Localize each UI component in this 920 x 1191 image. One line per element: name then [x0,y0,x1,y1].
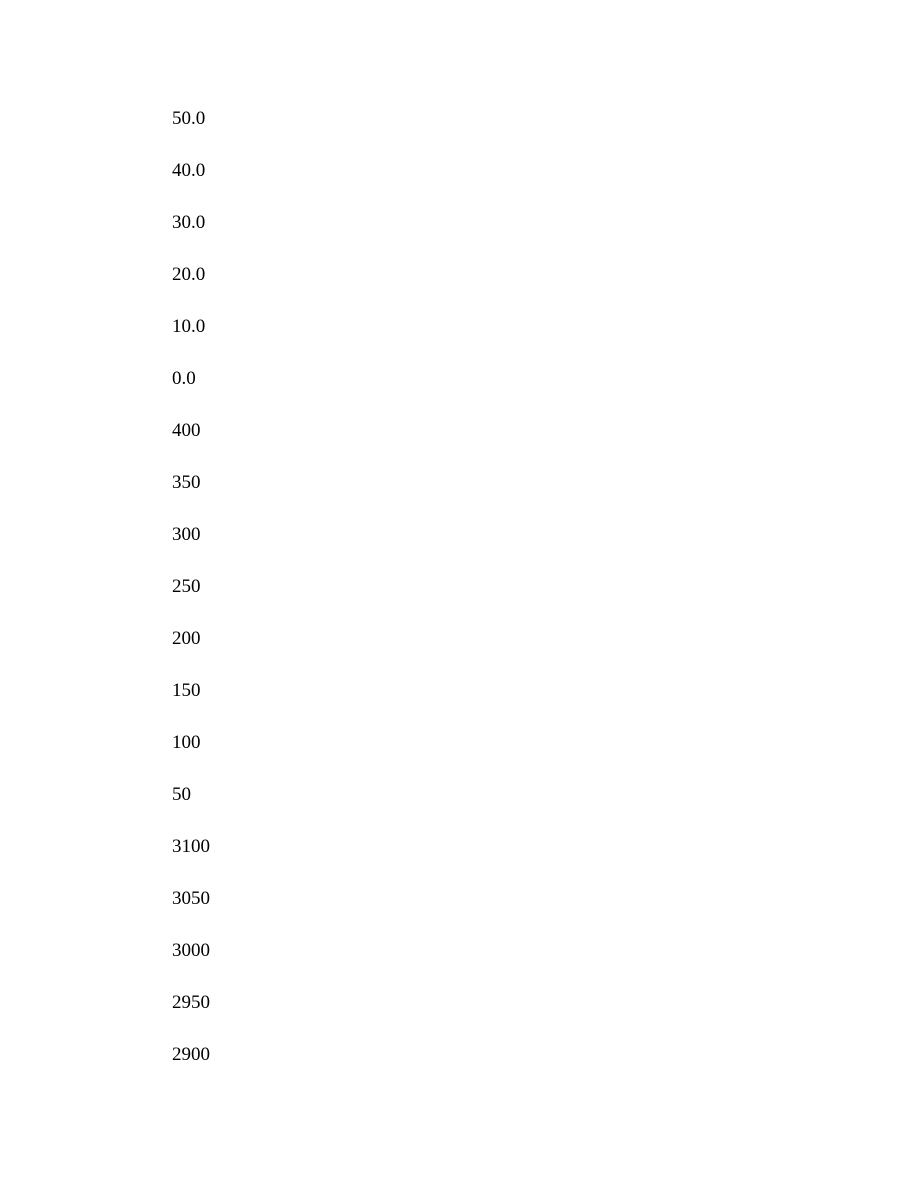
value-item: 10.0 [172,317,920,336]
value-list: 50.0 40.0 30.0 20.0 10.0 0.0 400 350 300… [172,109,920,1097]
value-item: 40.0 [172,161,920,180]
value-item: 2900 [172,1045,920,1064]
value-item: 50 [172,785,920,804]
value-item: 50.0 [172,109,920,128]
value-item: 300 [172,525,920,544]
value-item: 100 [172,733,920,752]
value-item: 400 [172,421,920,440]
value-item: 200 [172,629,920,648]
value-item: 150 [172,681,920,700]
value-item: 2950 [172,993,920,1012]
value-item: 20.0 [172,265,920,284]
value-item: 30.0 [172,213,920,232]
value-item: 3050 [172,889,920,908]
value-item: 250 [172,577,920,596]
value-item: 3100 [172,837,920,856]
value-item: 3000 [172,941,920,960]
value-item: 0.0 [172,369,920,388]
value-item: 350 [172,473,920,492]
